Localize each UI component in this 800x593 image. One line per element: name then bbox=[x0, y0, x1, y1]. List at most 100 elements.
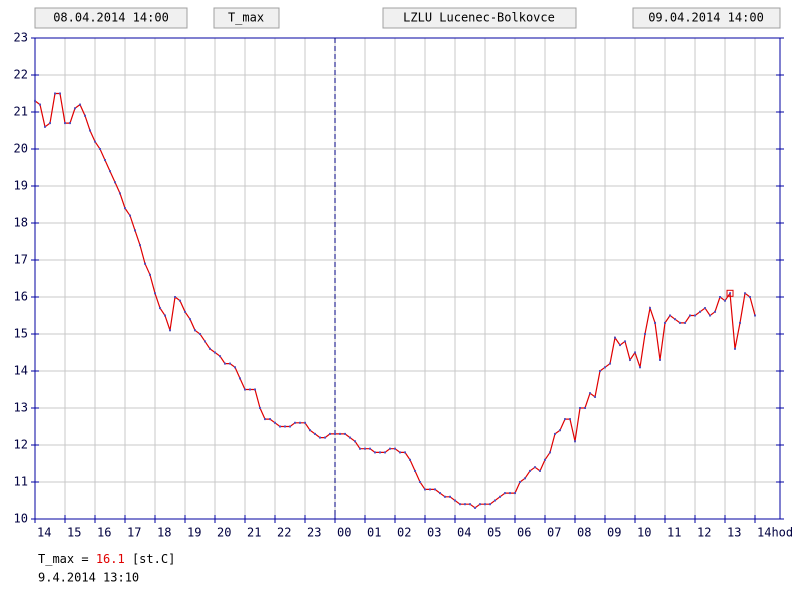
data-point bbox=[579, 407, 582, 409]
data-point bbox=[499, 495, 502, 498]
data-point bbox=[469, 503, 472, 506]
header-box bbox=[34, 7, 188, 29]
x-tick-label: 16 bbox=[97, 526, 111, 540]
data-point bbox=[414, 469, 417, 472]
data-point bbox=[339, 432, 342, 435]
data-point bbox=[294, 421, 297, 424]
data-point bbox=[208, 347, 211, 350]
readout-label: T_max = bbox=[38, 552, 89, 566]
plot-area: 10 11 12 13 14 15 16 17 18 19 20 21 22 23 14 15 16 17 18 19… bbox=[14, 31, 794, 540]
data-point bbox=[583, 407, 586, 409]
data-point bbox=[43, 125, 46, 128]
end-date: 09.04.2014 14:00 bbox=[648, 11, 764, 25]
data-point bbox=[79, 103, 82, 106]
data-point bbox=[733, 347, 736, 350]
data-point bbox=[714, 310, 717, 313]
data-point bbox=[598, 370, 601, 372]
data-point bbox=[474, 506, 477, 509]
data-point bbox=[174, 296, 177, 298]
data-point bbox=[454, 499, 457, 502]
data-point bbox=[679, 321, 682, 324]
data-point bbox=[559, 429, 562, 432]
x-tick-label: 18 bbox=[157, 526, 171, 540]
x-tick-label: 10 bbox=[637, 526, 651, 540]
data-point bbox=[234, 366, 237, 369]
data-point bbox=[754, 314, 757, 317]
data-point bbox=[409, 458, 412, 461]
y-tick-label: 19 bbox=[14, 179, 28, 193]
data-point bbox=[523, 477, 526, 480]
data-point bbox=[514, 492, 517, 495]
data-point bbox=[358, 447, 361, 450]
data-point bbox=[739, 321, 742, 324]
x-tick-label: 19 bbox=[187, 526, 201, 540]
data-point bbox=[688, 314, 691, 317]
data-point bbox=[94, 140, 97, 143]
x-tick-label: 17 bbox=[127, 526, 141, 540]
x-tick-label: 12 bbox=[697, 526, 711, 540]
data-point bbox=[609, 362, 612, 365]
y-tick-label: 23 bbox=[14, 31, 28, 45]
y-tick-label: 12 bbox=[14, 438, 28, 452]
y-tick-label: 15 bbox=[14, 327, 28, 341]
data-point bbox=[259, 407, 262, 409]
data-point bbox=[639, 366, 642, 369]
data-point bbox=[169, 329, 172, 332]
plot-frame bbox=[34, 37, 781, 520]
header-box bbox=[632, 7, 781, 29]
data-point bbox=[199, 333, 202, 335]
data-point bbox=[459, 503, 462, 506]
data-point bbox=[403, 451, 406, 454]
data-point bbox=[279, 425, 282, 428]
data-point bbox=[249, 388, 252, 391]
data-point bbox=[238, 377, 241, 380]
data-point bbox=[204, 340, 207, 343]
data-point bbox=[364, 447, 367, 450]
data-point bbox=[244, 388, 247, 391]
data-point bbox=[634, 351, 637, 354]
x-tick-label: 04 bbox=[457, 526, 471, 540]
data-point bbox=[448, 495, 451, 498]
x-tick-label: 13 bbox=[727, 526, 741, 540]
data-point bbox=[379, 451, 382, 454]
data-point bbox=[508, 492, 511, 495]
x-tick-label: 01 bbox=[367, 526, 381, 540]
data-point bbox=[519, 481, 522, 483]
x-tick-label: 23 bbox=[307, 526, 321, 540]
data-point bbox=[658, 358, 661, 361]
y-tick-label: 10 bbox=[14, 512, 28, 526]
x-tick-label: 20 bbox=[217, 526, 231, 540]
data-point bbox=[88, 129, 91, 132]
data-point bbox=[664, 321, 667, 324]
x-tick-label: 08 bbox=[577, 526, 591, 540]
data-point bbox=[354, 440, 357, 443]
data-point bbox=[553, 432, 556, 435]
x-tick-label: 14hod bbox=[757, 526, 793, 540]
x-tick-label: 02 bbox=[397, 526, 411, 540]
data-point bbox=[369, 447, 372, 450]
data-point bbox=[418, 481, 421, 483]
y-tick-label: 21 bbox=[14, 105, 28, 119]
data-point bbox=[484, 503, 487, 506]
data-point bbox=[324, 436, 327, 439]
data-point bbox=[718, 296, 721, 298]
x-tick-label: 06 bbox=[517, 526, 531, 540]
data-point bbox=[214, 351, 217, 354]
x-tick-label: 03 bbox=[427, 526, 441, 540]
y-tick-label: 18 bbox=[14, 216, 28, 230]
readout: T_max = 16.1 [st.C] bbox=[38, 552, 175, 566]
data-point bbox=[493, 499, 496, 502]
data-point bbox=[289, 425, 292, 428]
data-point bbox=[384, 451, 387, 454]
x-tick-label: 11 bbox=[667, 526, 681, 540]
data-point bbox=[264, 418, 267, 421]
data-point bbox=[628, 358, 631, 361]
data-point bbox=[703, 307, 706, 310]
x-tick-label: 00 bbox=[337, 526, 351, 540]
data-point bbox=[709, 314, 712, 317]
data-point bbox=[139, 244, 142, 247]
data-point bbox=[184, 310, 187, 313]
data-point bbox=[99, 148, 102, 150]
data-point bbox=[574, 440, 577, 443]
